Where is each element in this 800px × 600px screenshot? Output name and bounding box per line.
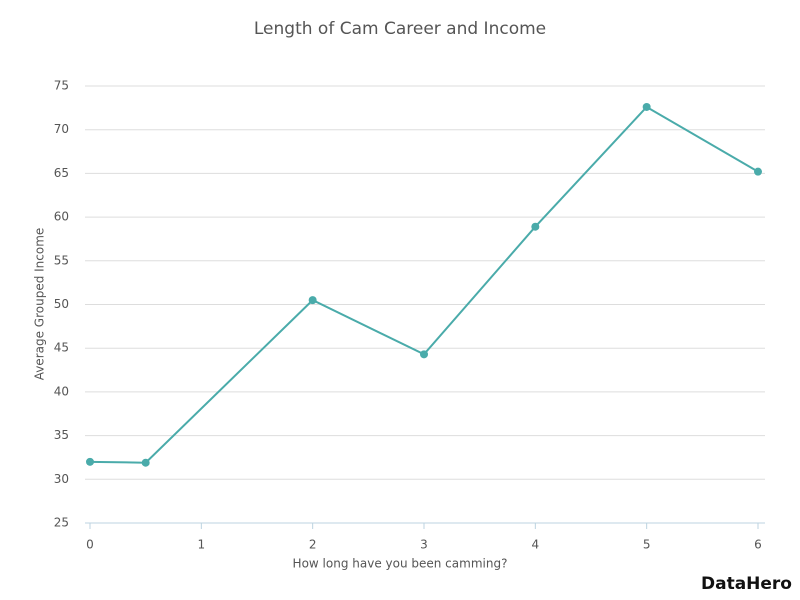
x-axis-label: How long have you been camming? (293, 557, 508, 571)
x-tick-label: 1 (198, 538, 206, 552)
point (531, 222, 540, 231)
y-tick-label: 55 (54, 253, 69, 267)
x-tick-label: 2 (309, 538, 317, 552)
point (420, 350, 428, 359)
point (754, 167, 762, 176)
y-tick-label: 35 (54, 428, 69, 442)
y-axis-label: Average Grouped Income (33, 228, 47, 381)
watermark: DataHero (701, 574, 792, 594)
point (141, 458, 150, 467)
x-tick-label: 0 (86, 538, 94, 552)
point (86, 457, 94, 466)
line (89, 105, 759, 464)
x-tick-label: 4 (532, 538, 540, 552)
y-tick-label: 50 (54, 297, 69, 311)
y-tick-label: 45 (54, 341, 69, 355)
y-tick-label: 30 (54, 472, 69, 486)
y-tick-label: 40 (54, 384, 69, 398)
x-tick-label: 6 (754, 538, 762, 552)
y-tick-label: 25 (54, 516, 69, 530)
y-tick-label: 60 (54, 210, 69, 224)
point (308, 296, 317, 305)
x-tick-label: 3 (420, 538, 428, 552)
point (642, 102, 651, 111)
chart-title: Length of Cam Career and Income (254, 19, 546, 39)
y-tick-label: 70 (54, 122, 69, 136)
y-tick-label: 75 (54, 79, 69, 93)
x-tick-label: 5 (643, 538, 651, 552)
y-tick-label: 65 (54, 166, 69, 180)
